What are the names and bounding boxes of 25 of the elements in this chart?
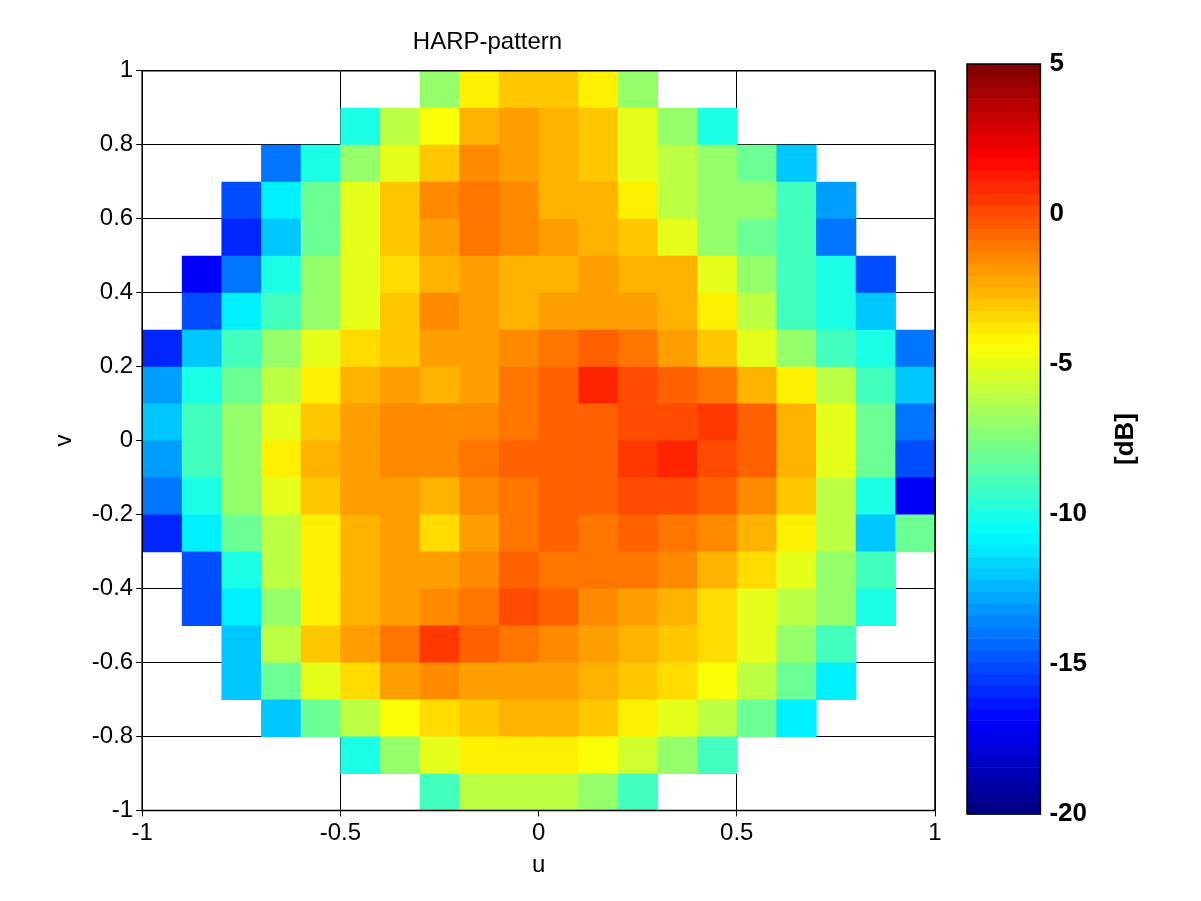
color-bar-label: -20 (1049, 797, 1087, 828)
chart-title: HARP-pattern (412, 27, 563, 55)
y-tick-label: -0.4 (91, 573, 134, 601)
x-tick-label: 0 (531, 818, 546, 846)
color-bar-label: 0 (1049, 197, 1064, 228)
y-tick-label: 1 (119, 55, 134, 83)
color-bar-label: -10 (1049, 497, 1087, 528)
y-tick-label: 0 (119, 425, 134, 453)
x-tick-label: 0.5 (720, 818, 754, 846)
x-axis-title: u (531, 850, 546, 878)
color-bar-label: -15 (1049, 647, 1087, 678)
y-tick-label: -0.8 (91, 721, 134, 749)
x-tick-label: 1 (928, 818, 942, 846)
y-tick-label: 0.2 (99, 351, 134, 379)
y-tick-label: 0.4 (99, 277, 134, 305)
y-tick-label: -1 (111, 795, 134, 823)
color-bar-label: 5 (1049, 47, 1064, 78)
y-tick-label: 0.6 (99, 203, 134, 231)
color-bar-title: [dB] (1108, 413, 1139, 465)
y-axis-title: v (49, 434, 77, 447)
y-tick-label: -0.2 (91, 499, 134, 527)
x-tick-label: -0.5 (319, 818, 362, 846)
y-tick-label: 0.8 (99, 129, 134, 157)
y-tick-label: -0.6 (91, 647, 134, 675)
color-bar-label: -5 (1049, 347, 1073, 378)
